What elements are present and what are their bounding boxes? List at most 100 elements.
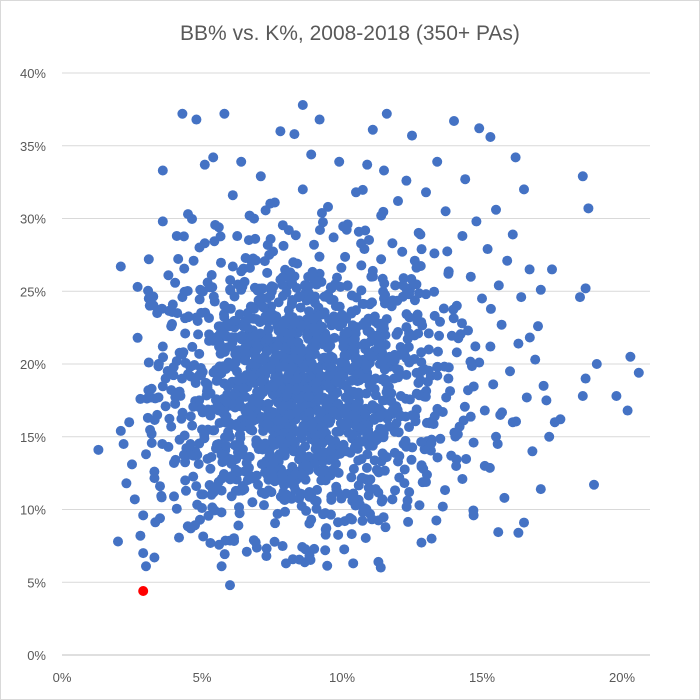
data-point — [297, 424, 308, 435]
data-point — [320, 508, 331, 519]
data-point — [378, 206, 389, 217]
data-point — [269, 536, 280, 547]
data-point — [530, 354, 541, 365]
data-point — [141, 393, 152, 404]
data-point — [312, 484, 323, 495]
data-point — [406, 454, 417, 465]
data-point — [414, 500, 425, 511]
data-point — [242, 405, 253, 416]
data-point — [249, 303, 260, 314]
data-point — [208, 152, 219, 163]
data-point — [357, 184, 368, 195]
data-point — [448, 304, 459, 315]
data-point — [403, 342, 414, 353]
data-point — [377, 347, 388, 358]
data-point — [187, 420, 198, 431]
data-point — [415, 261, 426, 272]
data-point — [380, 522, 391, 533]
data-point — [174, 532, 185, 543]
data-point — [227, 190, 238, 201]
data-point — [236, 449, 247, 460]
data-point — [471, 216, 482, 227]
data-point — [341, 224, 352, 235]
data-point — [371, 464, 382, 475]
data-point — [160, 373, 171, 384]
data-point — [470, 341, 481, 352]
data-point — [190, 377, 201, 388]
data-point — [127, 459, 137, 470]
data-point — [322, 353, 333, 364]
data-point — [507, 229, 518, 240]
data-point — [248, 535, 259, 546]
data-point — [361, 388, 372, 399]
data-point — [625, 351, 636, 362]
data-point — [236, 266, 247, 277]
data-point — [163, 270, 174, 281]
data-point — [510, 152, 521, 163]
y-tick-label: 0% — [27, 648, 46, 663]
data-point — [237, 281, 248, 292]
data-point — [146, 437, 157, 448]
data-point — [215, 231, 226, 242]
data-point — [199, 433, 210, 444]
data-point — [340, 251, 351, 262]
data-point — [322, 292, 333, 303]
data-point — [301, 460, 312, 471]
data-point — [148, 300, 159, 311]
data-point — [477, 293, 487, 304]
data-point — [413, 377, 424, 388]
data-point — [164, 413, 175, 424]
data-point — [488, 379, 499, 390]
data-point — [304, 518, 315, 529]
data-point — [287, 362, 298, 373]
data-point — [209, 425, 220, 436]
data-point — [272, 415, 283, 426]
data-point — [455, 329, 466, 340]
data-point — [380, 330, 391, 341]
data-point — [577, 171, 588, 182]
x-tick-label: 20% — [609, 670, 635, 685]
data-point — [255, 390, 266, 401]
data-point — [239, 466, 250, 477]
data-points — [93, 100, 644, 591]
data-point — [457, 473, 468, 484]
data-point — [302, 329, 313, 340]
data-point — [202, 382, 213, 393]
data-point — [323, 201, 333, 212]
data-point — [351, 353, 362, 364]
data-point — [258, 302, 269, 313]
data-point — [346, 308, 357, 319]
data-point — [173, 253, 184, 264]
x-tick-label: 5% — [193, 670, 212, 685]
data-point — [401, 309, 412, 320]
data-point — [519, 184, 529, 195]
y-tick-label: 40% — [20, 66, 46, 81]
data-point — [303, 391, 314, 402]
data-point — [317, 466, 328, 477]
data-point — [256, 411, 267, 422]
data-point — [367, 124, 378, 135]
data-point — [234, 309, 245, 320]
data-point — [191, 114, 202, 125]
data-point — [443, 266, 454, 277]
data-point — [203, 312, 214, 323]
data-point — [157, 216, 168, 227]
data-point — [268, 281, 279, 292]
data-point — [277, 290, 288, 301]
data-point — [331, 426, 342, 437]
data-point — [378, 373, 389, 384]
data-point — [225, 284, 236, 295]
y-tick-label: 15% — [20, 430, 46, 445]
data-point — [346, 514, 357, 525]
data-point — [361, 462, 372, 473]
data-point — [391, 329, 402, 340]
data-point — [335, 281, 346, 292]
data-point — [293, 354, 304, 365]
data-point — [290, 384, 301, 395]
data-point — [295, 445, 306, 456]
data-point — [353, 480, 364, 491]
data-point — [384, 421, 395, 432]
data-point — [243, 235, 254, 246]
y-tick-label: 35% — [20, 139, 46, 154]
data-point — [135, 530, 146, 541]
